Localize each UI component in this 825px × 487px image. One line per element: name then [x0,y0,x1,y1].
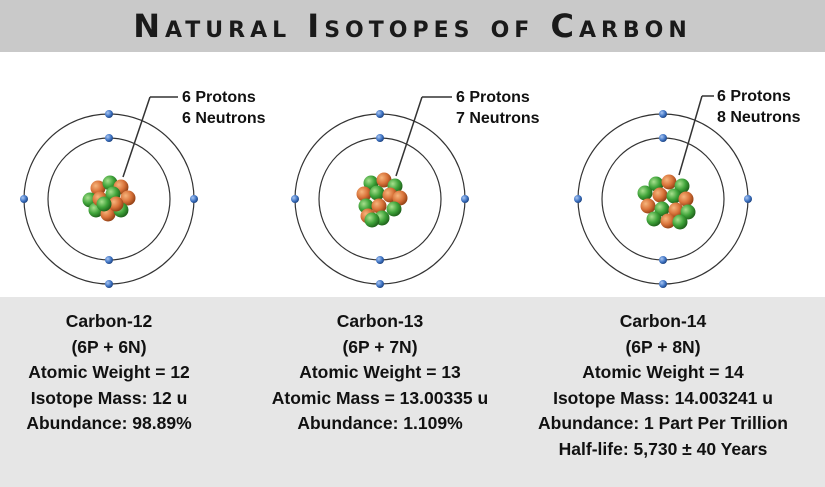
isotope-name: Carbon-14 [619,311,707,331]
abundance: Abundance: 98.89% [26,413,192,433]
isotope-composition: (6P + 6N) [71,336,147,357]
electron [659,110,667,118]
electron [376,110,384,118]
electron [659,256,667,264]
electron [376,134,384,142]
proton [668,202,684,218]
electron [461,195,469,203]
nucleus [637,174,696,230]
nucleus [356,172,408,228]
neutron [666,188,682,204]
neutron [96,196,112,212]
abundance: Abundance: 1.109% [297,413,463,433]
proton [652,187,668,203]
proton [371,198,387,214]
neutron-count-label: 8 Neutrons [717,109,801,126]
info-carbon-14: Carbon-14 (6P + 8N) Atomic Weight = 14 I… [523,309,803,462]
info-panel: Carbon-12 (6P + 6N) Atomic Weight = 12 I… [0,297,825,487]
abundance: Abundance: 1 Part Per Trillion [538,413,788,433]
half-life: Half-life: 5,730 ± 40 Years [558,438,768,459]
label-pointer [122,96,151,178]
nucleus [82,175,136,222]
electron [190,195,198,203]
isotope-name: Carbon-12 [65,311,153,331]
title-bar: Natural Isotopes of Carbon [0,0,825,52]
atom-carbon-14: 6 Protons 8 Neutrons [574,88,801,288]
electron [376,256,384,264]
info-carbon-13: Carbon-13 (6P + 7N) Atomic Weight = 13 A… [240,309,520,437]
proton [108,196,124,212]
atom-diagrams: 6 Protons 6 Neutrons [0,52,825,297]
proton [392,190,408,206]
info-carbon-12: Carbon-12 (6P + 6N) Atomic Weight = 12 I… [0,309,249,437]
proton [661,174,677,190]
proton [678,191,694,207]
electron [105,256,113,264]
atom-carbon-12: 6 Protons 6 Neutrons [20,89,266,288]
electron [376,280,384,288]
proton-count-label: 6 Protons [182,89,256,106]
proton [376,172,392,188]
neutron [646,211,662,227]
isotope-composition: (6P + 7N) [342,336,418,357]
isotope-name: Carbon-13 [336,311,424,331]
proton-count-label: 6 Protons [717,88,791,105]
isotope-composition: (6P + 8N) [625,336,701,357]
electron [574,195,582,203]
neutron [680,204,696,220]
isotope-mass: Isotope Mass: 12 u [30,387,188,408]
electron [659,280,667,288]
neutron [369,185,385,201]
electron [20,195,28,203]
label-pointer [678,95,703,176]
isotope-mass: Isotope Mass: 14.003241 u [553,387,773,408]
page-title: Natural Isotopes of Carbon [133,7,692,45]
proton-count-label: 6 Protons [456,89,530,106]
label-pointer [395,96,423,177]
neutron [672,214,688,230]
atomic-weight: Atomic Weight = 13 [299,362,461,382]
neutron [364,212,380,228]
electron [659,134,667,142]
neutron-count-label: 7 Neutrons [456,110,540,127]
electron [105,134,113,142]
proton [356,186,372,202]
isotope-mass: Atomic Mass = 13.00335 u [271,387,489,408]
atom-carbon-13: 6 Protons 7 Neutrons [291,89,540,288]
neutron [654,201,670,217]
atoms-svg: 6 Protons 6 Neutrons [20,88,801,288]
electron [105,280,113,288]
electron [105,110,113,118]
atomic-weight: Atomic Weight = 12 [28,362,190,382]
neutron [674,178,690,194]
atomic-weight: Atomic Weight = 14 [582,362,744,382]
proton [660,213,676,229]
proton [640,198,656,214]
neutron-count-label: 6 Neutrons [182,110,266,127]
neutron [386,201,402,217]
neutron [637,185,653,201]
electron [744,195,752,203]
electron [291,195,299,203]
proton [120,190,136,206]
